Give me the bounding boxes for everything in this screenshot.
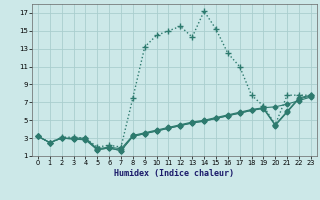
X-axis label: Humidex (Indice chaleur): Humidex (Indice chaleur) xyxy=(115,169,234,178)
